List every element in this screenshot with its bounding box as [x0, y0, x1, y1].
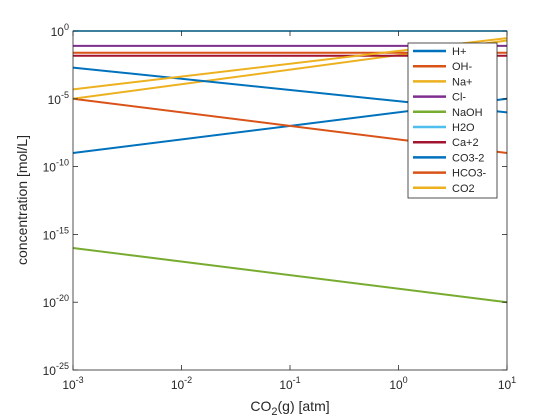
legend-label-6: Ca+2 [452, 137, 479, 149]
x-tick-label-3: 100 [389, 375, 407, 392]
legend-label-7: CO3-2 [452, 152, 484, 164]
legend: H+ OH- Na+ Cl- NaOH H2O Ca+2 CO3-2 HCO3- CO2 [407, 42, 498, 199]
y-tick-label-3: 10-10 [43, 158, 69, 175]
y-tick-label-4: 10-5 [48, 90, 69, 107]
y-tick-label-1: 10-20 [43, 293, 69, 310]
y-tick-label-5: 100 [51, 22, 69, 39]
x-tick-label-0: 10-3 [62, 375, 83, 392]
legend-label-4: NaOH [452, 107, 483, 119]
legend-label-5: H2O [452, 122, 475, 134]
x-tick-label-1: 10-2 [171, 375, 192, 392]
x-tick-label-2: 10-1 [279, 375, 300, 392]
x-axis-label: CO2(g) [atm] [250, 398, 329, 418]
series-line-4 [72, 246, 508, 304]
legend-label-0: H+ [452, 46, 466, 58]
y-axis-label: concentration [mol/L] [14, 135, 30, 265]
x-tick-label-4: 101 [498, 375, 516, 392]
legend-label-9: CO2 [452, 183, 475, 195]
y-tick-label-2: 10-15 [43, 225, 69, 242]
legend-label-3: Cl- [452, 92, 466, 104]
y-tick-label-0: 10-25 [43, 361, 69, 378]
legend-label-2: Na+ [452, 76, 473, 88]
tick-layer: 10-3 10-2 10-1 100 101 10-25 10-20 10-15 10-10 10… [43, 22, 517, 392]
legend-label-1: OH- [452, 61, 473, 73]
legend-label-8: HCO3- [452, 168, 487, 180]
